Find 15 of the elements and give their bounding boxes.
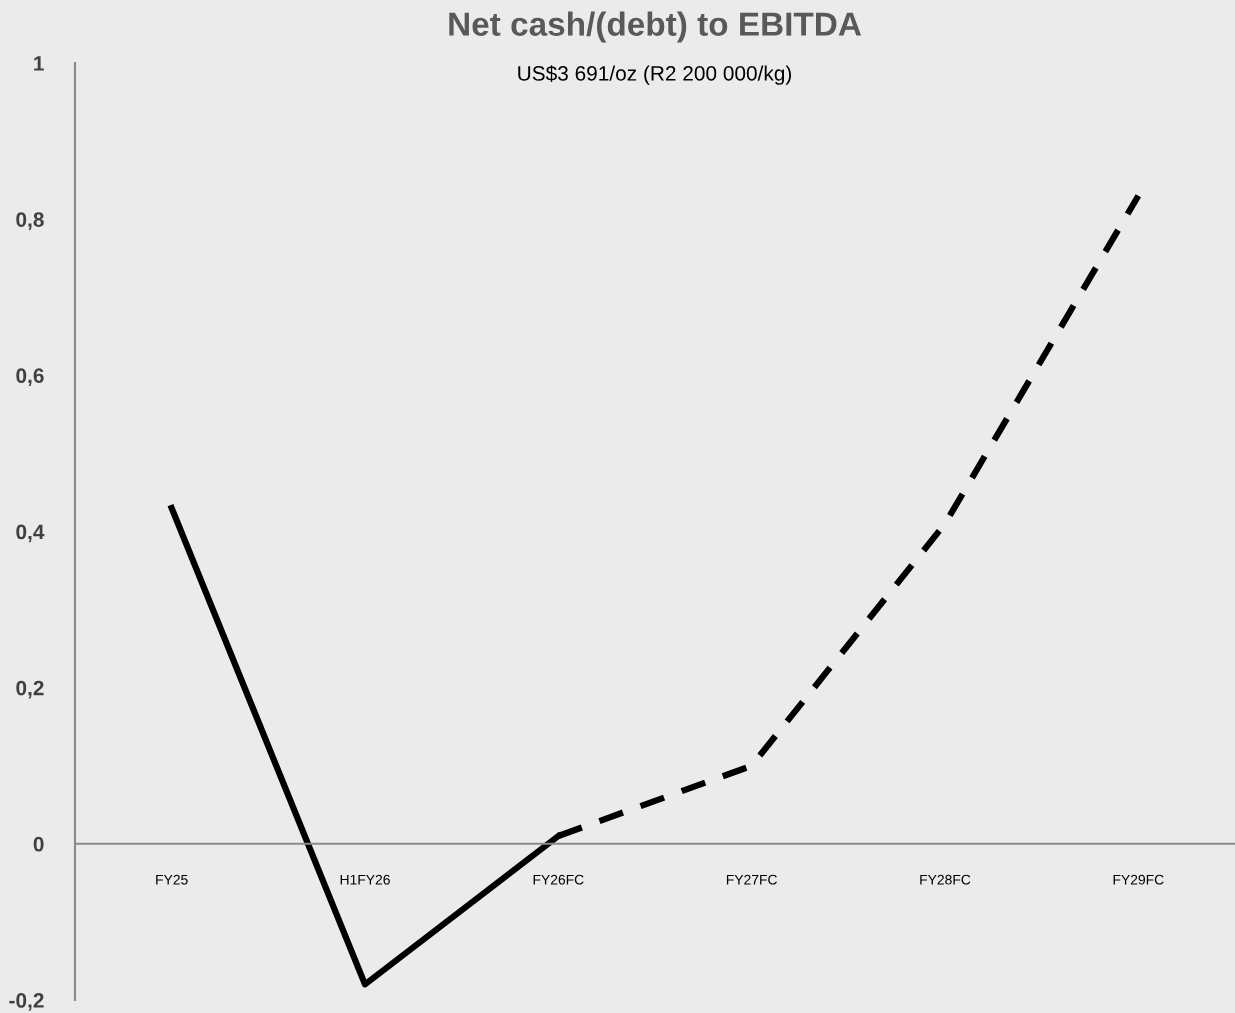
y-tick-label: 1 [34,56,44,71]
x-tick-label: H1FY26 [340,874,390,885]
x-tick-label: FY27FC [726,874,777,885]
y-tick-label: 0,4 [16,524,45,543]
y-tick-label: 0,8 [16,212,44,230]
x-tick-label: FY26FC [533,874,584,885]
chart-title: Net cash/(debt) to EBITDA [449,11,862,43]
y-tick-label: -0,2 [9,993,44,1011]
x-tick-label: FY25 [156,874,188,885]
y-tick-label: 0 [33,836,44,852]
x-tick-label: FY29FC [1113,874,1164,885]
y-tick-label: 0,6 [16,368,44,387]
x-tick-label: FY28FC [920,874,971,885]
y-tick-label: 0,2 [16,680,44,699]
chart-subtitle: US$3 691/oz (R2 200 000/kg) [518,65,792,85]
